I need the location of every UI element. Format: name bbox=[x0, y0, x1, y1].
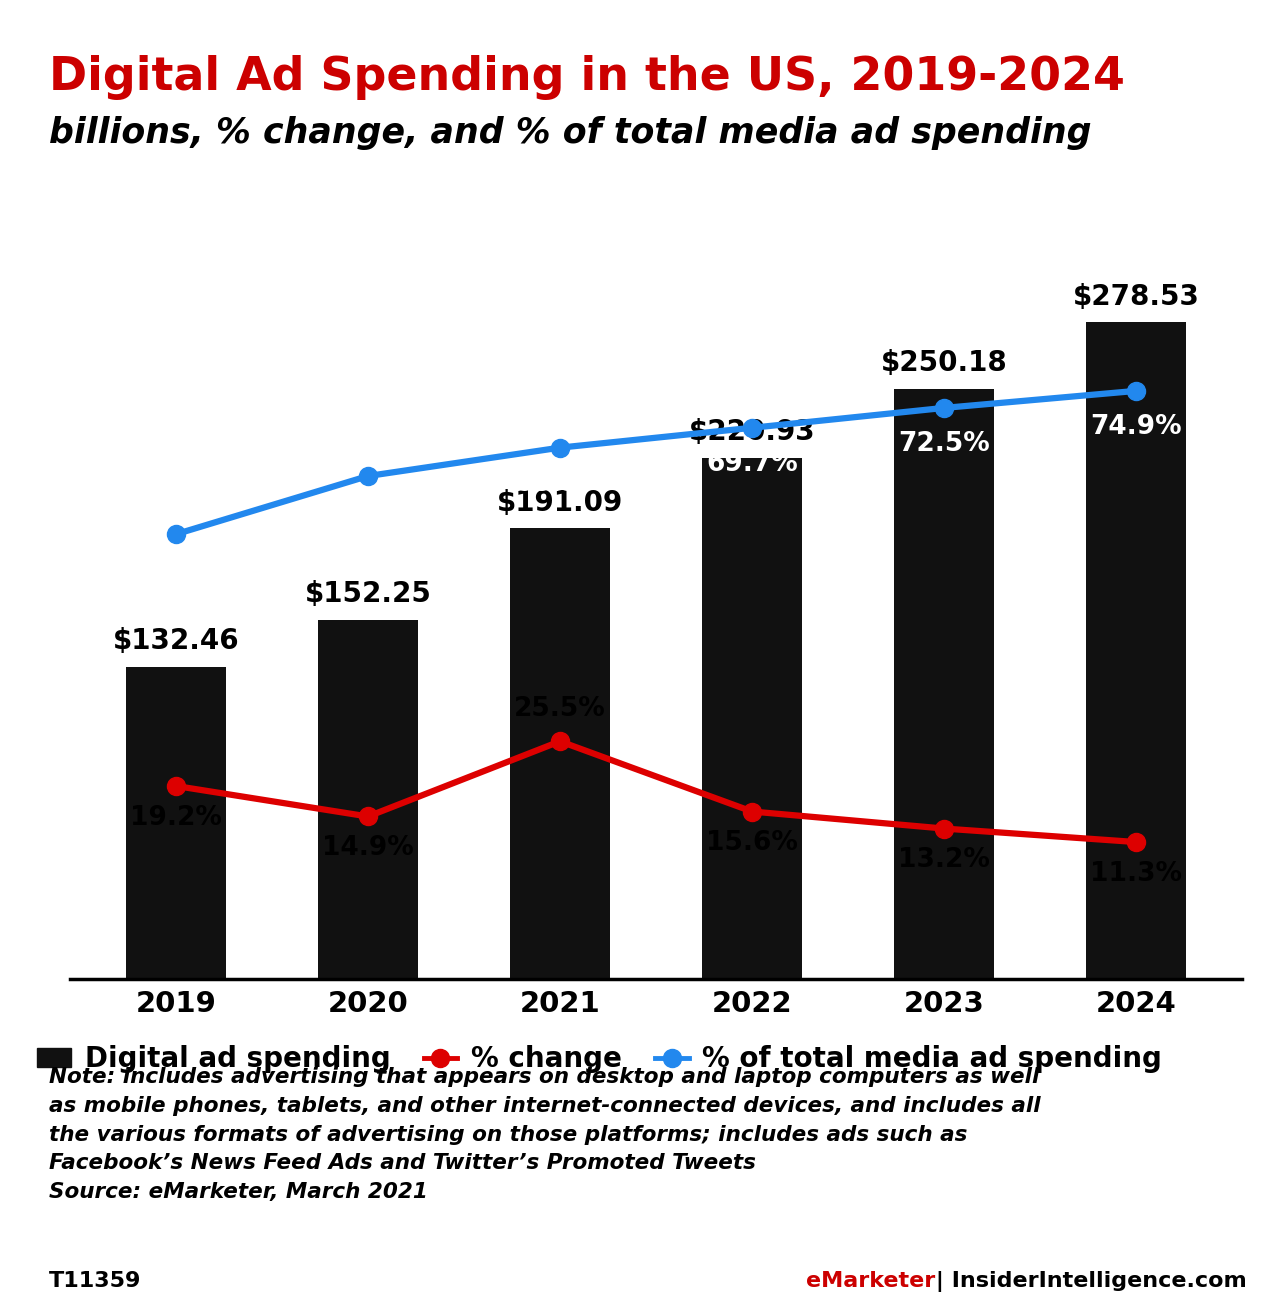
Text: 74.9%: 74.9% bbox=[1091, 414, 1181, 440]
Text: 62.9%: 62.9% bbox=[323, 499, 413, 526]
Text: 66.9%: 66.9% bbox=[515, 472, 605, 497]
Bar bbox=[319, 620, 419, 979]
Text: T11359: T11359 bbox=[49, 1271, 141, 1290]
Text: Digital Ad Spending in the US, 2019-2024: Digital Ad Spending in the US, 2019-2024 bbox=[49, 55, 1125, 100]
Bar bbox=[895, 389, 995, 979]
Text: 15.6%: 15.6% bbox=[707, 830, 797, 857]
Text: 13.2%: 13.2% bbox=[899, 848, 989, 874]
Text: 69.7%: 69.7% bbox=[707, 451, 797, 477]
Text: eMarketer: eMarketer bbox=[806, 1271, 936, 1290]
Text: $191.09: $191.09 bbox=[497, 489, 623, 516]
Text: 11.3%: 11.3% bbox=[1091, 861, 1181, 887]
Text: $152.25: $152.25 bbox=[305, 581, 431, 608]
Bar bbox=[127, 666, 227, 979]
Text: Note: includes advertising that appears on desktop and laptop computers as well
: Note: includes advertising that appears … bbox=[49, 1067, 1041, 1202]
Text: | InsiderIntelligence.com: | InsiderIntelligence.com bbox=[928, 1271, 1247, 1292]
Bar bbox=[1087, 322, 1187, 979]
Text: $250.18: $250.18 bbox=[881, 350, 1007, 377]
Legend: Digital ad spending, % change, % of total media ad spending: Digital ad spending, % change, % of tota… bbox=[37, 1045, 1162, 1074]
Text: 25.5%: 25.5% bbox=[515, 696, 605, 723]
Text: $132.46: $132.46 bbox=[113, 627, 239, 654]
Text: billions, % change, and % of total media ad spending: billions, % change, and % of total media… bbox=[49, 116, 1091, 150]
Text: 54.7%: 54.7% bbox=[131, 557, 221, 583]
Text: 72.5%: 72.5% bbox=[899, 431, 989, 457]
Text: $278.53: $278.53 bbox=[1073, 283, 1199, 310]
Bar bbox=[703, 459, 803, 979]
Text: $220.93: $220.93 bbox=[689, 418, 815, 447]
Bar bbox=[511, 528, 611, 979]
Text: 19.2%: 19.2% bbox=[131, 805, 221, 830]
Text: 14.9%: 14.9% bbox=[323, 836, 413, 862]
